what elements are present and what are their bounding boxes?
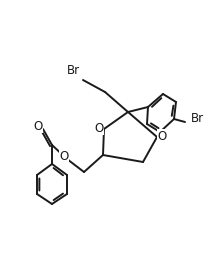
Text: Br: Br [191, 112, 204, 125]
Text: O: O [33, 119, 43, 133]
Text: O: O [59, 150, 69, 162]
Text: O: O [157, 129, 167, 143]
Text: O: O [94, 122, 104, 134]
Text: Br: Br [67, 64, 80, 77]
